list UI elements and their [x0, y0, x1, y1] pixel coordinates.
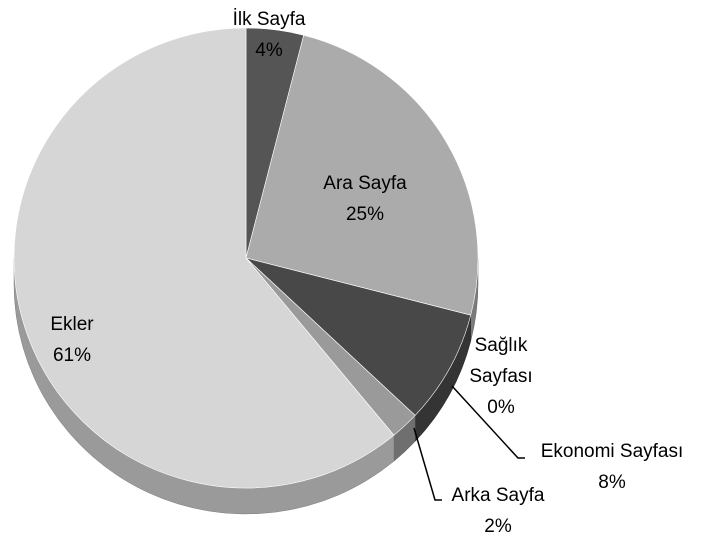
- pie-tops: [13, 27, 479, 489]
- category-label: Ara Sayfa: [323, 173, 407, 194]
- value-label: 61%: [52, 345, 92, 366]
- category-label: İlk Sayfa: [232, 9, 306, 30]
- value-label: 25%: [345, 204, 385, 225]
- category-label: Ekler: [50, 314, 94, 335]
- category-label: Ekonomi Sayfası: [540, 441, 684, 462]
- slice: [245, 34, 479, 316]
- data-label: Arka Sayfa 2%: [418, 480, 578, 539]
- leader-line: [413, 427, 442, 501]
- data-label: Sağlık Sayfası 0%: [461, 330, 541, 423]
- slice: [13, 27, 395, 489]
- category-label: Arka Sayfa: [451, 485, 545, 506]
- data-label: İlk Sayfa 4%: [199, 4, 339, 66]
- slice: [245, 257, 472, 416]
- category-label: Sağlık Sayfası: [469, 335, 533, 387]
- value-label: 4%: [255, 40, 283, 61]
- data-label: Ekonomi Sayfası 8%: [512, 436, 704, 498]
- value-label: 2%: [484, 516, 512, 537]
- value-label: 0%: [487, 397, 515, 418]
- leader-line: [451, 385, 525, 459]
- data-label: Ekler 61%: [12, 309, 132, 371]
- value-label: 8%: [598, 472, 626, 493]
- data-label: Ara Sayfa 25%: [295, 168, 435, 230]
